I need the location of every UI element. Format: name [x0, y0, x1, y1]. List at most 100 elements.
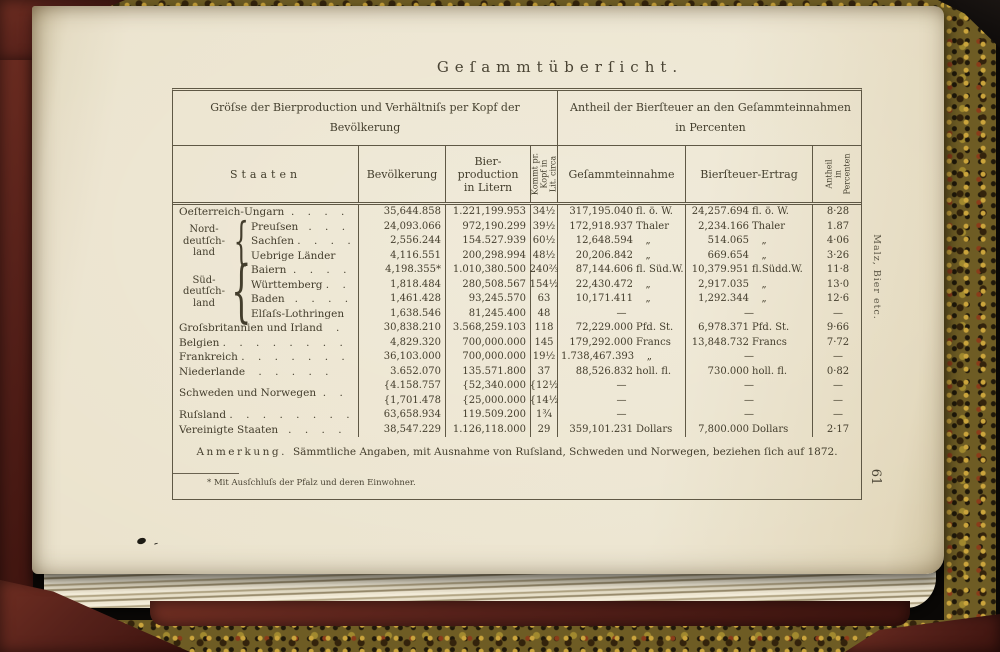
money-number: 22,430.472	[575, 278, 633, 290]
money-unit: „	[752, 235, 767, 246]
money-number: 1,292.344	[698, 293, 749, 304]
col-header-staaten: Staaten	[173, 146, 359, 202]
money-number: 514.065	[707, 235, 749, 246]
production-value: 280,508.567	[446, 277, 531, 292]
money-number: 24,257.694	[691, 206, 749, 217]
money-number: 730.000	[707, 365, 749, 377]
population-value: 30,838.210	[359, 321, 446, 336]
anmerkung-line: Anmerkung. Sämmtliche Angaben, mit Ausnah…	[173, 446, 861, 458]
money-unit: „	[752, 249, 767, 261]
production-value: 154.527.939	[446, 234, 531, 249]
production-value: 119.509.200	[446, 408, 531, 423]
table-cell: —	[558, 408, 686, 423]
money-unit: „	[752, 293, 767, 304]
table-cell: —	[686, 408, 813, 423]
population-value: 1,638.546	[359, 306, 446, 321]
money-number: 669.654	[707, 249, 749, 261]
state-name: Oeſterreich-Ungarn . . . .	[173, 205, 359, 220]
table-row: Elſaſs-Lothringen 1,638.546 81,245.400 48— —…	[173, 306, 861, 321]
state-name: Groſsbritannien und Irland .	[173, 321, 359, 336]
per-capita-value: 154½	[530, 277, 558, 292]
table-cell: —	[686, 350, 813, 365]
col-header-bierproduction: Bier- production in Litern	[446, 146, 531, 202]
population-value: 35,644.858	[359, 205, 446, 220]
percent-value: —	[833, 307, 843, 319]
population-value: 24,093.066	[359, 219, 446, 234]
table-cell: 669.654 „	[686, 248, 813, 263]
state-name: Ruſsland . . . . . . . .	[173, 408, 359, 423]
table-row: Uebrige Länder 4,116.551 200,298.994 48½ 20,…	[173, 248, 861, 263]
table-cell: 317,195.040 fl. ö. W.	[558, 205, 686, 220]
leather-spine-left	[0, 0, 33, 652]
population-value: 4,829.320	[359, 335, 446, 350]
percent-value: —	[833, 409, 843, 420]
group-label: Süd- deutſch- land	[183, 274, 225, 309]
percent-value: 0·82	[826, 365, 850, 377]
percent-value: 12·6	[826, 293, 850, 304]
money-number: 172,918.937	[569, 220, 633, 232]
per-capita-value: {12½ {14½	[530, 379, 558, 408]
table-row: Belgien . . . . . . . . 4,829.320 700,000.…	[173, 335, 861, 350]
population-value: 3.652.070	[359, 364, 446, 379]
state-name: Vereinigte Staaten . . . .	[173, 422, 359, 437]
money-unit: fl. Süd.W.	[636, 264, 684, 275]
money-number: 2,917.035	[698, 278, 749, 290]
production-value: 93,245.570	[446, 292, 531, 307]
per-capita-value: 48	[531, 306, 558, 321]
table-cell: 2,917.035 „	[686, 277, 813, 292]
table-row: Groſsbritannien und Irland . 30,838.210 3.…	[173, 321, 861, 336]
table-span-header-row: Gröſse der Bierproduction und Verhältniſ…	[173, 91, 861, 146]
money-unit: Pfd. St.	[636, 322, 674, 333]
col-header-kopf-rotated: Kommt pr. Kopf in Lit. circa	[531, 146, 558, 202]
footnote-rule	[173, 473, 239, 474]
state-name: Sachſen . . . .	[173, 234, 359, 249]
money-unit: fl. ö. W.	[636, 206, 673, 217]
footnote-text: * Mit Ausſchluſs der Pfalz und deren Ein…	[207, 478, 416, 488]
money-number: 10,379.951	[691, 264, 749, 275]
production-value: 81,245.400	[446, 306, 531, 321]
production-value: 200,298.994	[446, 248, 531, 263]
money-unit: „	[752, 278, 767, 290]
money-number: 87,144.606	[575, 264, 633, 275]
state-name: Frankreich . . . . . . .	[173, 350, 359, 365]
table-cell: 10,171.411 „	[558, 292, 686, 307]
statistics-table: Gröſse der Bierproduction und Verhältniſ…	[172, 88, 862, 500]
money-unit: „	[636, 293, 651, 304]
table-cell: 24,257.694 fl. ö. W.	[686, 205, 813, 220]
table-cell: 359,101.231 Dollars	[558, 422, 686, 437]
leather-edge-bottom	[150, 601, 910, 626]
money-number: 7,800.000	[698, 423, 749, 435]
money-number: 179,292.000	[569, 336, 633, 348]
money-unit: Thaler	[752, 220, 785, 232]
percent-value: 7·72	[826, 336, 850, 348]
percent-value: —	[833, 351, 843, 362]
per-capita-value: 1¾	[531, 408, 558, 423]
money-number: 12,648.594	[575, 235, 633, 246]
state-name: Württemberg . .	[173, 277, 359, 292]
table-row: Baden . . . . 1,461.428 93,245.570 63 10,171…	[173, 292, 861, 307]
per-capita-value: 34½	[531, 205, 558, 220]
group-label: Nord- deutſch- land	[183, 224, 225, 258]
money-unit: „	[636, 249, 651, 261]
production-value: 3.568,259.103	[446, 321, 531, 336]
production-value: 700,000.000	[446, 350, 531, 365]
table-cell: 730.000 holl. fl.	[686, 364, 813, 379]
population-value: 2,556.244	[359, 234, 446, 249]
state-name: Schweden und Norwegen . .	[173, 379, 359, 408]
per-capita-value: 48½	[531, 248, 558, 263]
table-row: Niederlande . . . . . 3.652.070 135.571.80…	[173, 364, 861, 379]
population-value: 1,461.428	[359, 292, 446, 307]
population-value: 38,547.229	[359, 422, 446, 437]
production-value: 1.126,118.000	[446, 422, 531, 437]
population-value: 1,818.484	[359, 277, 446, 292]
per-capita-value: 240⅔	[530, 263, 558, 278]
group-brace: {	[231, 253, 251, 331]
table-row: Baiern . . . . 4,198.355* 1.010,380.500 240…	[173, 263, 861, 278]
money-unit: „	[636, 235, 651, 246]
production-value: 135.571.800	[446, 364, 531, 379]
table-cell: — —	[558, 379, 686, 408]
book-page	[32, 6, 944, 574]
percent-value: 11·8	[826, 264, 850, 275]
population-value: 4,198.355*	[359, 263, 446, 278]
